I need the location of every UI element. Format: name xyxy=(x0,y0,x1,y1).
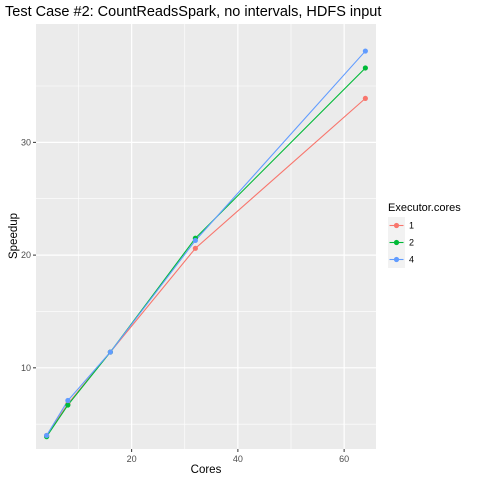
legend-title: Executor.cores xyxy=(388,202,461,214)
y-tick-label: 20 xyxy=(21,250,31,260)
series-points xyxy=(44,48,368,440)
x-axis: 20 40 60 xyxy=(127,449,349,464)
series-point-1 xyxy=(192,245,198,251)
legend-label-4: 4 xyxy=(409,255,414,265)
legend-key-point-2 xyxy=(393,239,400,246)
series-point-2 xyxy=(65,402,71,408)
legend-key-point-4 xyxy=(393,256,400,263)
series-point-1 xyxy=(362,95,368,102)
x-tick-label: 20 xyxy=(127,454,137,464)
plot-panel xyxy=(36,24,376,449)
series-point-4 xyxy=(44,432,50,439)
y-tick-label: 30 xyxy=(21,137,31,147)
series-point-4 xyxy=(107,349,113,355)
legend-label-2: 2 xyxy=(409,238,414,248)
grid xyxy=(36,24,376,449)
legend-key-point-1 xyxy=(393,222,400,229)
series-point-4 xyxy=(362,48,368,54)
legend: Executor.cores 1 2 4 xyxy=(388,202,461,268)
y-tick-label: 10 xyxy=(21,363,31,373)
x-tick-label: 60 xyxy=(339,454,349,464)
x-tick-label: 40 xyxy=(233,454,243,464)
series-point-4 xyxy=(192,237,198,244)
series-point-4 xyxy=(65,397,71,404)
series-point-2 xyxy=(362,65,368,71)
chart-title: Test Case #2: CountReadsSpark, no interv… xyxy=(5,4,381,20)
y-axis-title: Speedup xyxy=(8,213,20,259)
x-axis-title: Cores xyxy=(191,464,222,476)
legend-label-1: 1 xyxy=(409,221,414,231)
y-axis: 10 20 30 xyxy=(21,137,36,373)
